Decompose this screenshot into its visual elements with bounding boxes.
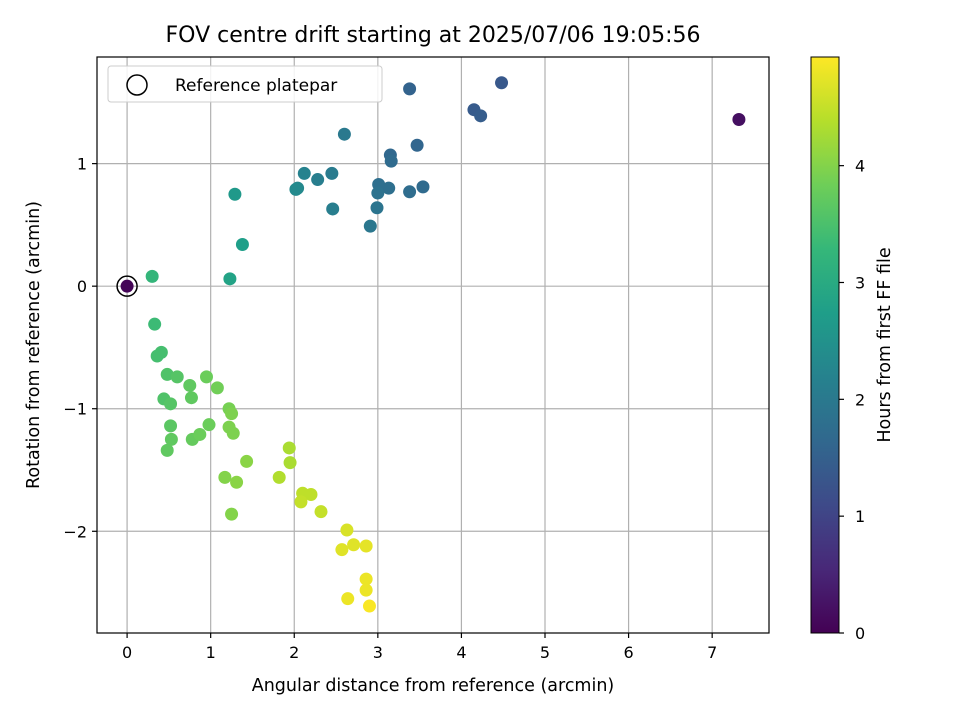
data-point [164,432,178,446]
colorbar-tick-label: 4 [855,157,865,176]
data-point [282,441,296,455]
data-point [326,202,340,216]
data-point [164,397,178,411]
data-point [362,599,376,613]
legend-box [107,65,383,103]
data-point [223,272,237,286]
data-point [359,583,373,597]
data-point [359,539,373,553]
x-axis-ticks: 0 1 2 3 4 5 6 7 [122,633,717,662]
data-point [341,592,355,606]
data-point [347,538,361,552]
data-point [183,378,197,392]
x-tick-label: 4 [456,643,466,662]
data-point [226,426,240,440]
reference-marker [116,275,138,297]
data-point [145,269,159,283]
data-point [382,181,396,195]
y-tick-label: −2 [63,522,87,541]
y-tick-label: 0 [77,277,87,296]
data-point [170,370,184,384]
legend-entry-label: Reference platepar [175,76,337,96]
chart-title: FOV centre drift starting at 2025/07/06 … [166,23,701,48]
grid [97,57,769,633]
data-point [304,488,318,502]
x-tick-label: 1 [206,643,216,662]
data-point [474,109,488,123]
data-points [116,76,746,613]
data-point [160,443,174,457]
data-point [403,185,417,199]
data-point [314,505,328,519]
data-point [199,370,213,384]
y-axis-ticks: −2 −1 0 1 [63,155,97,541]
data-point [297,166,311,180]
colorbar-tick-label: 1 [855,507,865,526]
data-point [384,154,398,168]
data-point [228,187,242,201]
colorbar-label: Hours from first FF file [875,247,895,442]
data-point [225,407,239,421]
data-point [148,317,162,331]
data-point [230,475,244,489]
data-point [283,456,297,470]
data-point [363,219,377,233]
x-tick-label: 6 [623,643,633,662]
data-point [325,166,339,180]
data-point [416,180,430,194]
data-point [272,470,286,484]
data-point [495,76,509,90]
data-point [410,138,424,152]
data-point [371,186,385,200]
y-axis-label: Rotation from reference (arcmin) [24,201,44,489]
x-tick-label: 0 [122,643,132,662]
legend: Reference platepar [107,65,383,103]
y-tick-label: −1 [63,400,87,419]
y-tick-label: 1 [77,155,87,174]
data-point [289,182,303,196]
data-point [403,82,417,96]
data-point [184,391,198,405]
data-point [120,279,134,293]
colorbar-gradient [810,56,840,634]
data-point [202,418,216,432]
plot-frame [96,56,770,634]
data-point [193,427,207,441]
x-axis-label: Angular distance from reference (arcmin) [252,676,615,696]
x-tick-label: 3 [373,643,383,662]
data-point [335,543,349,557]
data-point [240,454,254,468]
data-point [225,507,239,521]
data-point [164,419,178,433]
colorbar-tick-label: 0 [855,624,865,643]
data-point [340,523,354,537]
data-point [294,495,308,509]
colorbar-tick-label: 3 [855,273,865,292]
data-point [370,201,384,215]
legend-marker-open-circle-icon [126,74,148,96]
data-point [150,349,164,363]
data-point [732,113,746,127]
colorbar-tick-label: 2 [855,390,865,409]
data-point [359,572,373,586]
data-point [210,381,224,395]
data-point [337,127,351,141]
data-point [160,367,174,381]
x-tick-label: 5 [540,643,550,662]
colorbar: 0 1 2 3 4 Hours from first FF file [810,56,895,643]
data-point [235,238,249,252]
data-point [311,173,325,187]
x-tick-label: 2 [289,643,299,662]
colorbar-ticks: 0 1 2 3 4 [839,157,865,643]
x-tick-label: 7 [707,643,717,662]
data-point [218,470,232,484]
